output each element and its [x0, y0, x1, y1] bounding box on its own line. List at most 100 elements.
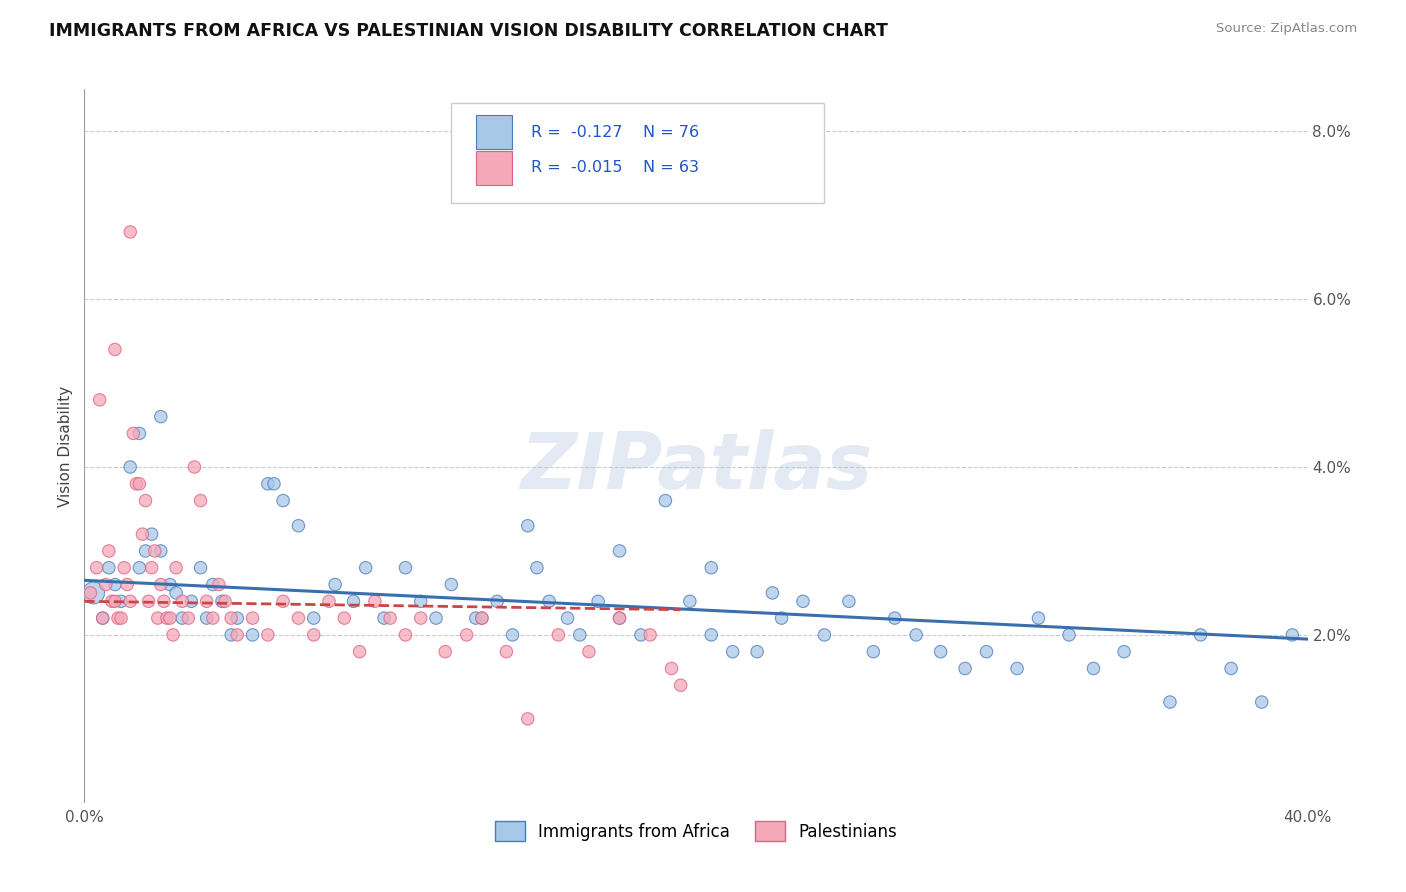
- Point: [165, 586, 187, 600]
- Point: [364, 594, 387, 608]
- Point: [128, 476, 150, 491]
- Point: [929, 645, 952, 659]
- Point: [568, 628, 591, 642]
- Point: [761, 586, 783, 600]
- Point: [195, 594, 218, 608]
- Point: [373, 611, 395, 625]
- Point: [538, 594, 561, 608]
- Point: [101, 594, 124, 608]
- Point: [201, 611, 224, 625]
- Point: [456, 628, 478, 642]
- Point: [1281, 628, 1303, 642]
- Point: [1005, 661, 1028, 675]
- Point: [471, 611, 494, 625]
- Point: [128, 560, 150, 574]
- Point: [180, 594, 202, 608]
- Point: [287, 518, 309, 533]
- Point: [120, 594, 142, 608]
- Point: [1057, 628, 1080, 642]
- Point: [242, 611, 264, 625]
- Point: [112, 560, 135, 574]
- Point: [425, 611, 447, 625]
- Point: [165, 560, 187, 574]
- Point: [838, 594, 860, 608]
- Point: [976, 645, 998, 659]
- Point: [128, 426, 150, 441]
- Point: [700, 560, 723, 574]
- Point: [94, 577, 117, 591]
- Point: [120, 225, 142, 239]
- Point: [141, 527, 163, 541]
- Point: [107, 611, 129, 625]
- Point: [91, 611, 114, 625]
- Point: [661, 661, 683, 675]
- Point: [669, 678, 692, 692]
- Point: [1159, 695, 1181, 709]
- Point: [609, 544, 631, 558]
- Text: R =  -0.127    N = 76: R = -0.127 N = 76: [531, 125, 699, 139]
- Point: [177, 611, 200, 625]
- Point: [79, 586, 101, 600]
- Point: [135, 493, 157, 508]
- Point: [464, 611, 486, 625]
- Point: [792, 594, 814, 608]
- Point: [409, 611, 432, 625]
- Point: [263, 476, 285, 491]
- Point: [115, 577, 138, 591]
- Point: [342, 594, 364, 608]
- Point: [122, 426, 145, 441]
- Point: [146, 611, 169, 625]
- Point: [638, 628, 661, 642]
- Point: [153, 594, 176, 608]
- Text: IMMIGRANTS FROM AFRICA VS PALESTINIAN VISION DISABILITY CORRELATION CHART: IMMIGRANTS FROM AFRICA VS PALESTINIAN VI…: [49, 22, 889, 40]
- Point: [257, 476, 280, 491]
- Point: [609, 611, 631, 625]
- Point: [162, 628, 184, 642]
- Point: [547, 628, 569, 642]
- Point: [354, 560, 377, 574]
- Point: [1083, 661, 1105, 675]
- Point: [214, 594, 236, 608]
- Point: [125, 476, 148, 491]
- Point: [409, 594, 432, 608]
- Point: [143, 544, 166, 558]
- Point: [747, 645, 769, 659]
- Point: [91, 611, 114, 625]
- Point: [486, 594, 509, 608]
- Legend: Immigrants from Africa, Palestinians: Immigrants from Africa, Palestinians: [488, 814, 904, 848]
- FancyBboxPatch shape: [475, 115, 513, 149]
- Point: [104, 577, 127, 591]
- Point: [242, 628, 264, 642]
- Point: [302, 628, 325, 642]
- Point: [654, 493, 676, 508]
- Point: [110, 594, 132, 608]
- Point: [394, 560, 416, 574]
- Point: [679, 594, 702, 608]
- Point: [318, 594, 340, 608]
- Point: [110, 611, 132, 625]
- Point: [219, 611, 242, 625]
- Point: [159, 611, 181, 625]
- Point: [159, 577, 181, 591]
- Point: [953, 661, 976, 675]
- Point: [172, 611, 194, 625]
- Point: [219, 628, 242, 642]
- Point: [380, 611, 402, 625]
- Point: [333, 611, 356, 625]
- Point: [813, 628, 835, 642]
- Point: [156, 611, 179, 625]
- Point: [586, 594, 609, 608]
- Point: [287, 611, 309, 625]
- Point: [516, 712, 538, 726]
- Point: [149, 577, 172, 591]
- Point: [226, 628, 249, 642]
- Point: [271, 594, 294, 608]
- Point: [883, 611, 905, 625]
- Y-axis label: Vision Disability: Vision Disability: [58, 385, 73, 507]
- Point: [141, 560, 163, 574]
- Point: [211, 594, 233, 608]
- Point: [135, 544, 157, 558]
- Point: [257, 628, 280, 642]
- Point: [609, 611, 631, 625]
- Point: [349, 645, 371, 659]
